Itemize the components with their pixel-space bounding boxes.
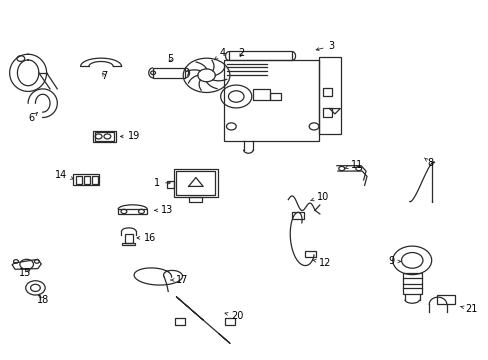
Bar — [122, 243, 135, 245]
Text: 21: 21 — [459, 304, 477, 314]
Bar — [305, 251, 315, 257]
Bar — [253, 89, 270, 100]
Bar — [436, 296, 454, 304]
Text: 1: 1 — [153, 178, 170, 188]
Bar — [76, 176, 82, 184]
Bar — [270, 93, 281, 100]
Bar — [402, 273, 421, 294]
Bar — [176, 171, 215, 195]
Text: 5: 5 — [167, 54, 174, 64]
Bar — [224, 60, 318, 141]
Bar — [124, 234, 132, 243]
Text: 14: 14 — [55, 170, 73, 180]
Bar — [322, 87, 331, 96]
Text: 4: 4 — [214, 48, 225, 60]
Bar — [291, 212, 304, 219]
Text: 11: 11 — [344, 159, 362, 170]
Text: 9: 9 — [387, 256, 400, 266]
Bar — [153, 68, 185, 78]
Bar — [188, 197, 202, 202]
Bar — [175, 318, 185, 325]
Text: 8: 8 — [424, 158, 432, 168]
Bar — [118, 209, 147, 214]
Text: 2: 2 — [238, 48, 244, 58]
Bar — [166, 181, 174, 188]
Bar — [95, 132, 114, 141]
Text: 15: 15 — [19, 268, 31, 278]
Text: 17: 17 — [170, 275, 188, 285]
Bar — [92, 176, 98, 184]
Text: 19: 19 — [120, 131, 140, 141]
Text: 13: 13 — [155, 205, 173, 215]
Text: 20: 20 — [224, 311, 243, 321]
Bar — [73, 174, 99, 185]
Text: 10: 10 — [310, 192, 328, 202]
Bar — [93, 131, 116, 142]
Text: 3: 3 — [316, 41, 334, 51]
Text: 16: 16 — [137, 233, 156, 243]
Bar — [322, 108, 331, 117]
Bar — [84, 176, 90, 184]
Bar — [224, 318, 234, 325]
Text: 7: 7 — [101, 71, 107, 81]
Text: 6: 6 — [28, 113, 37, 123]
Text: 18: 18 — [37, 295, 49, 305]
Text: 12: 12 — [312, 258, 330, 268]
Bar — [174, 169, 217, 197]
Bar — [318, 57, 340, 134]
Bar — [228, 51, 291, 60]
